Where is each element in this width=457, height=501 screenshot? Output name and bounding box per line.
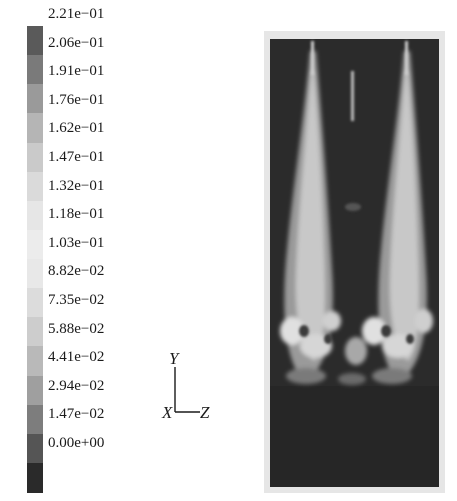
legend-swatch: [27, 404, 43, 435]
legend-swatch: [27, 171, 43, 202]
legend-swatch: [27, 288, 43, 318]
legend-tick-label: 4.41e−02: [48, 349, 105, 366]
axis-y-label: Y: [169, 349, 179, 368]
axis-triad: Y X Z: [160, 349, 230, 435]
legend-swatch: [27, 200, 43, 231]
legend-swatch: [27, 433, 43, 464]
legend-swatch: [27, 462, 43, 493]
legend-tick-label: 1.91e−01: [48, 63, 105, 80]
legend-tick-label: 1.18e−01: [48, 206, 105, 223]
legend-tick-label: 1.47e−02: [48, 406, 105, 423]
legend-tick-label: 1.32e−01: [48, 177, 105, 194]
legend-tick-label: 1.76e−01: [48, 91, 105, 108]
legend-swatch: [27, 346, 43, 376]
legend-tick-label: 8.82e−02: [48, 263, 105, 280]
legend-tick-label: 1.03e−01: [48, 234, 105, 251]
legend-tick-label: 2.06e−01: [48, 34, 105, 51]
axis-x-label: X: [162, 403, 173, 422]
legend-swatch: [27, 317, 43, 347]
legend-tick-label: 1.47e−01: [48, 149, 105, 165]
legend-tick-label: 1.62e−01: [48, 120, 105, 137]
contour-plot-image: [264, 31, 445, 493]
legend-tick-label: 2.94e−02: [48, 377, 105, 394]
legend-swatch: [27, 142, 43, 173]
contour-plot: [264, 31, 445, 493]
legend-swatch: [27, 26, 43, 56]
legend-tick-label: 5.88e−02: [48, 320, 105, 337]
legend-swatch: [27, 55, 43, 85]
legend-tick-label: 0.00e+00: [48, 435, 105, 451]
legend-tick-label: 7.35e−02: [48, 292, 105, 308]
legend-swatch: [27, 229, 43, 260]
legend-swatch: [27, 259, 43, 289]
axis-triad-lines: [174, 367, 200, 413]
legend-swatch: [27, 375, 43, 406]
color-legend-bar: [27, 26, 43, 493]
axis-z-label: Z: [200, 403, 210, 422]
legend-tick-label: 2.21e−01: [48, 6, 105, 22]
legend-swatch: [27, 113, 43, 143]
legend-swatch: [27, 84, 43, 114]
